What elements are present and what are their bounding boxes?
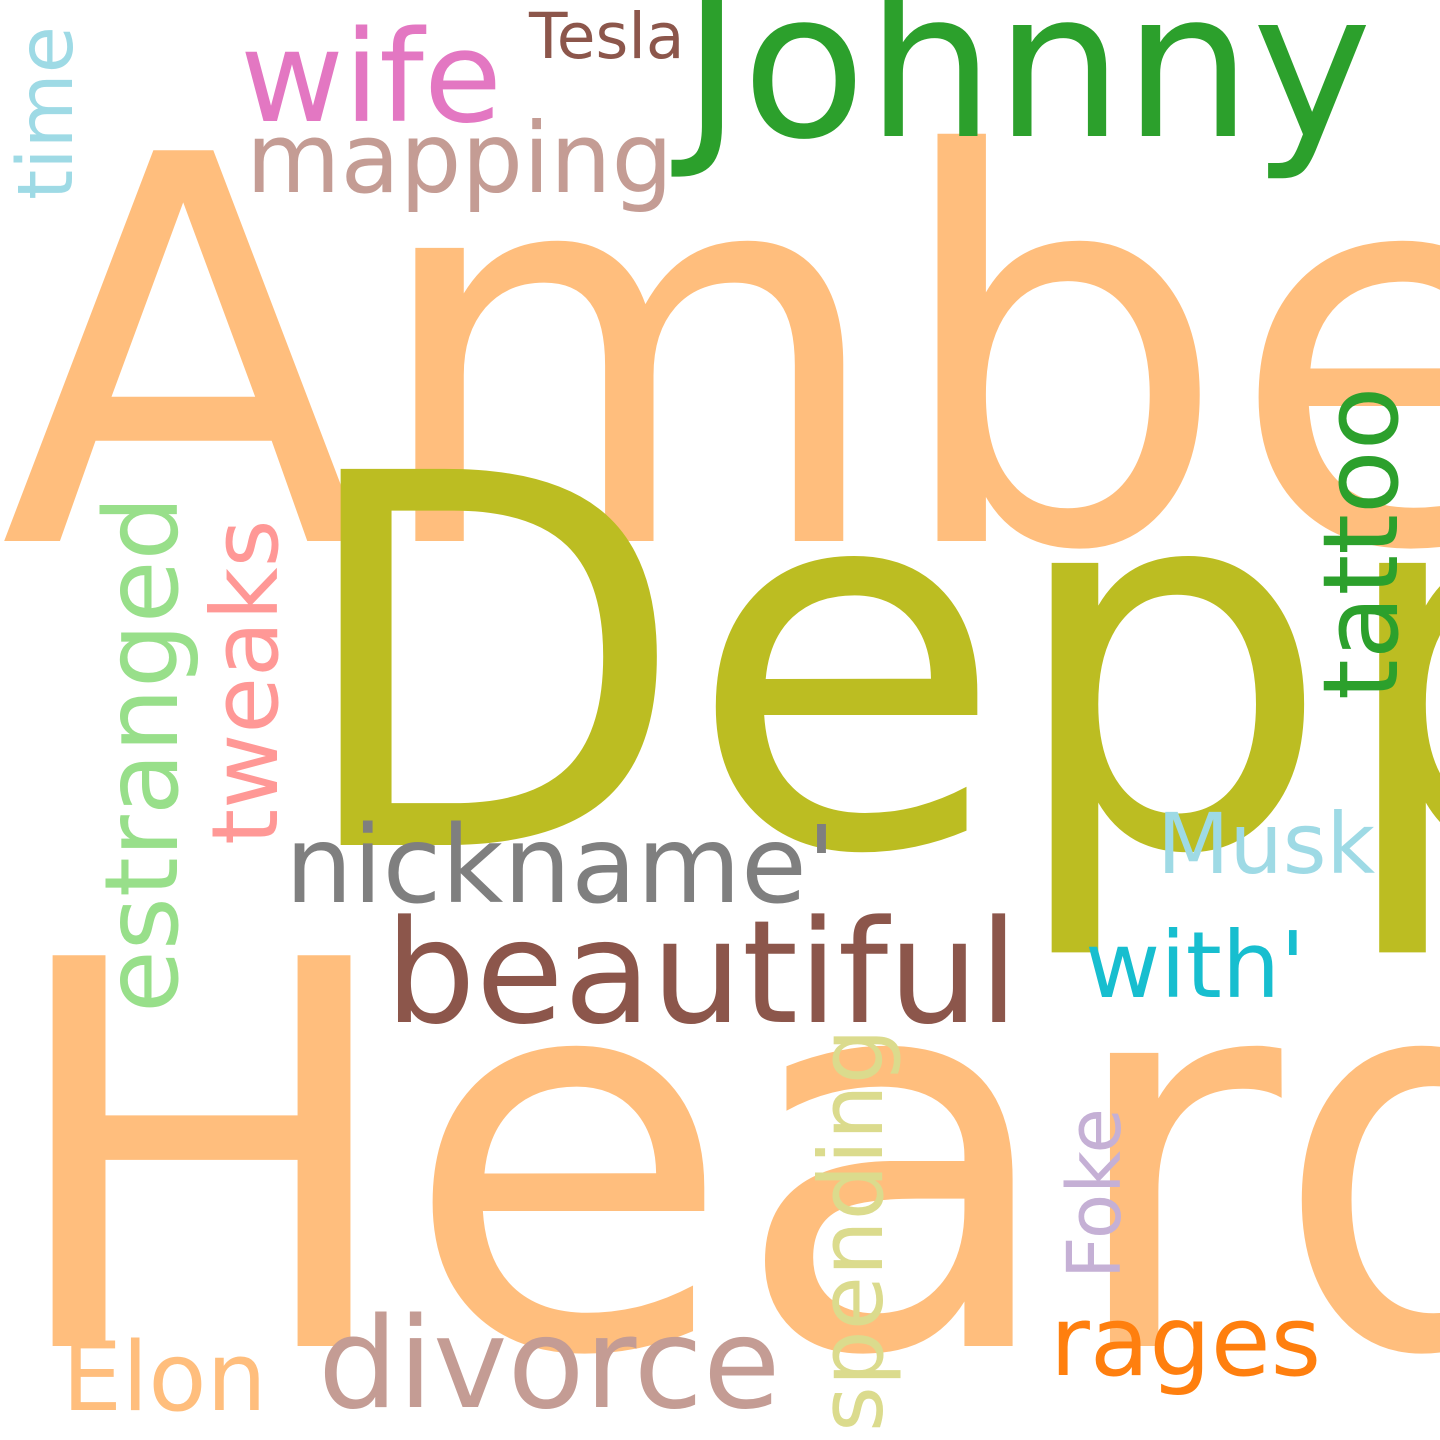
word-rages: rages xyxy=(1050,1285,1322,1398)
word-with: with' xyxy=(1085,912,1306,1019)
word-foke: Foke xyxy=(1052,1108,1138,1279)
word-tesla: Tesla xyxy=(529,0,685,73)
word-spending: spending xyxy=(800,1028,903,1432)
word-heard: Heard xyxy=(0,849,1440,1440)
word-mapping: mapping xyxy=(246,102,674,215)
word-divorce: divorce xyxy=(318,1290,781,1437)
word-musk: Musk xyxy=(1157,795,1376,893)
word-johnny: Johnny xyxy=(682,0,1373,184)
word-amber: Amber xyxy=(0,44,1440,668)
word-tweaks: tweaks xyxy=(192,519,299,845)
word-nickname: nickname' xyxy=(285,804,837,928)
word-tattoo: tattoo xyxy=(1300,386,1422,700)
word-time: time xyxy=(2,26,91,200)
word-depp: Depp xyxy=(290,366,1440,967)
word-estranged: estranged xyxy=(83,495,202,1013)
word-beautiful: beautiful xyxy=(385,889,1019,1056)
word-wife: wife xyxy=(240,3,502,151)
word-elon: Elon xyxy=(62,1323,267,1433)
